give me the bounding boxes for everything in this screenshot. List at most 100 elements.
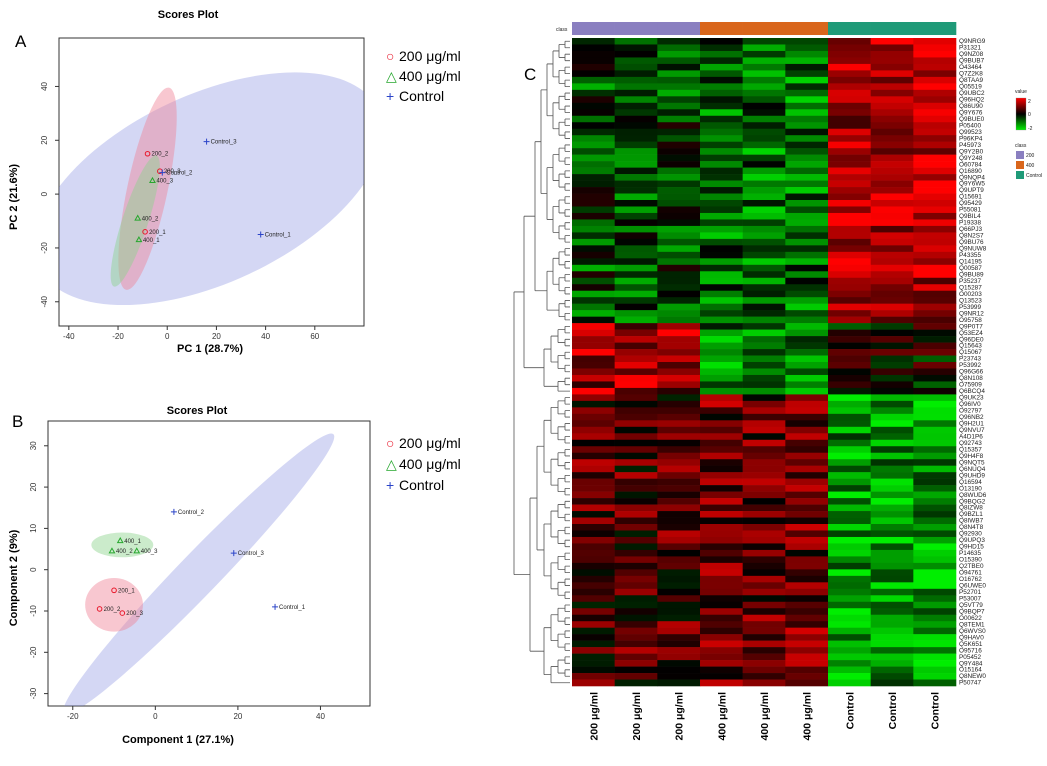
heatmap-cell: [828, 70, 871, 78]
heatmap-cell: [700, 647, 743, 654]
heatmap-cell: [657, 245, 701, 253]
b-point-200_2-label: 200_2: [104, 607, 121, 613]
heatmap-cell: [614, 122, 658, 130]
heatmap-cell: [614, 588, 658, 596]
heatmap-cell: [572, 491, 615, 499]
heatmap-cell: [870, 63, 914, 71]
heatmap-cell: [700, 640, 743, 648]
heatmap-cell: [742, 89, 786, 97]
heatmap-cell: [870, 200, 914, 207]
heatmap-cell: [572, 349, 615, 356]
heatmap-cell: [828, 491, 871, 499]
heatmap-cell: [828, 271, 871, 279]
panel-label-b: B: [12, 412, 23, 431]
row-label: P05452: [959, 654, 981, 661]
heatmap-cell: [614, 640, 658, 648]
heatmap-cell: [572, 167, 615, 175]
heatmap-cell: [700, 374, 743, 382]
heatmap-cell: [785, 433, 829, 441]
heatmap-cell: [614, 407, 658, 415]
heatmap-cell: [828, 290, 871, 298]
heatmap-cell: [657, 517, 701, 525]
heatmap-cell: [828, 135, 871, 142]
legend-a-label-control: Control: [399, 88, 444, 104]
heatmap-cell: [828, 264, 871, 272]
heatmap-cell: [700, 50, 743, 58]
heatmap-cell: [913, 407, 957, 415]
heatmap-cell: [785, 238, 829, 246]
heatmap-cell: [870, 310, 914, 317]
heatmap-cell: [657, 355, 701, 363]
heatmap-cell: [870, 582, 914, 590]
heatmap-cell: [785, 491, 829, 499]
heatmap-cell: [913, 50, 957, 58]
heatmap-cell: [828, 400, 871, 408]
value-legend-gradient: [1015, 97, 1027, 131]
heatmap-cell: [700, 232, 743, 240]
dendrogram-branch: [558, 44, 565, 58]
heatmap-cell: [828, 562, 871, 570]
dendrogram-branch: [564, 591, 570, 599]
heatmap-cell: [700, 472, 743, 479]
heatmap-cell: [870, 452, 914, 460]
heatmap-cell: [572, 439, 615, 447]
dendrogram-branch: [557, 355, 565, 369]
heatmap-cell: [657, 673, 701, 680]
heatmap-cell: [614, 601, 658, 609]
heatmap-cell: [700, 89, 743, 97]
dendrogram-branch: [564, 196, 570, 204]
heatmap-cell: [742, 556, 786, 564]
heatmap-cell: [785, 666, 829, 674]
heatmap-cell: [913, 83, 957, 91]
heatmap-cell: [870, 368, 914, 376]
heatmap-cell: [828, 608, 871, 616]
heatmap-cell: [913, 297, 957, 304]
heatmap-cell: [614, 446, 658, 454]
heatmap-cell: [742, 38, 786, 45]
dendrogram-branch: [543, 419, 551, 473]
heatmap-cell: [785, 504, 829, 512]
class-bar-segment: [785, 22, 829, 35]
heatmap-cell: [657, 323, 701, 330]
heatmap-cell: [700, 251, 743, 259]
heatmap-cell: [742, 498, 786, 505]
heatmap-cell: [742, 180, 786, 188]
heatmap-cell: [572, 511, 615, 518]
heatmap-cell: [572, 614, 615, 622]
row-label: Q6NUQ4: [959, 466, 986, 473]
dendrogram-branch: [557, 659, 565, 674]
column-label: 400 μg/ml: [716, 692, 728, 741]
heatmap-cell: [870, 316, 914, 324]
heatmap-cell: [870, 102, 914, 110]
row-label: Q9NR12: [959, 310, 984, 317]
heatmap-cell: [870, 251, 914, 259]
class-bar-segment: [913, 22, 957, 35]
column-label: Control: [930, 692, 942, 729]
dendrogram-branch: [564, 183, 570, 191]
heatmap-cell: [614, 251, 658, 259]
heatmap-cell: [913, 38, 957, 45]
heatmap-cell: [700, 115, 743, 123]
heatmap-cell: [614, 660, 658, 667]
heatmap-cell: [657, 536, 701, 544]
legend-b-label-400: 400 μg/ml: [399, 456, 461, 472]
row-label: Q9UPT9: [959, 187, 984, 194]
heatmap-cell: [870, 122, 914, 130]
heatmap-cell: [614, 673, 658, 680]
b-ytick-label: 30: [29, 441, 38, 450]
a-point-200_2-label: 200_2: [152, 152, 169, 158]
heatmap-cell: [700, 543, 743, 551]
heatmap-cell: [785, 634, 829, 641]
class-bar-segment: [614, 22, 658, 35]
heatmap-cell: [742, 549, 786, 557]
dendrogram-branch: [564, 66, 570, 75]
chart-a-xlabel: PC 1 (28.7%): [177, 343, 243, 355]
heatmap-cell: [614, 459, 658, 466]
row-label: Q8IZW8: [959, 505, 983, 512]
heatmap-cell: [657, 206, 701, 214]
heatmap-cell: [572, 446, 615, 454]
heatmap-cell: [614, 135, 658, 142]
dendrogram-branch: [558, 199, 565, 214]
dendrogram-branch: [552, 102, 559, 130]
heatmap-cell: [913, 608, 957, 616]
